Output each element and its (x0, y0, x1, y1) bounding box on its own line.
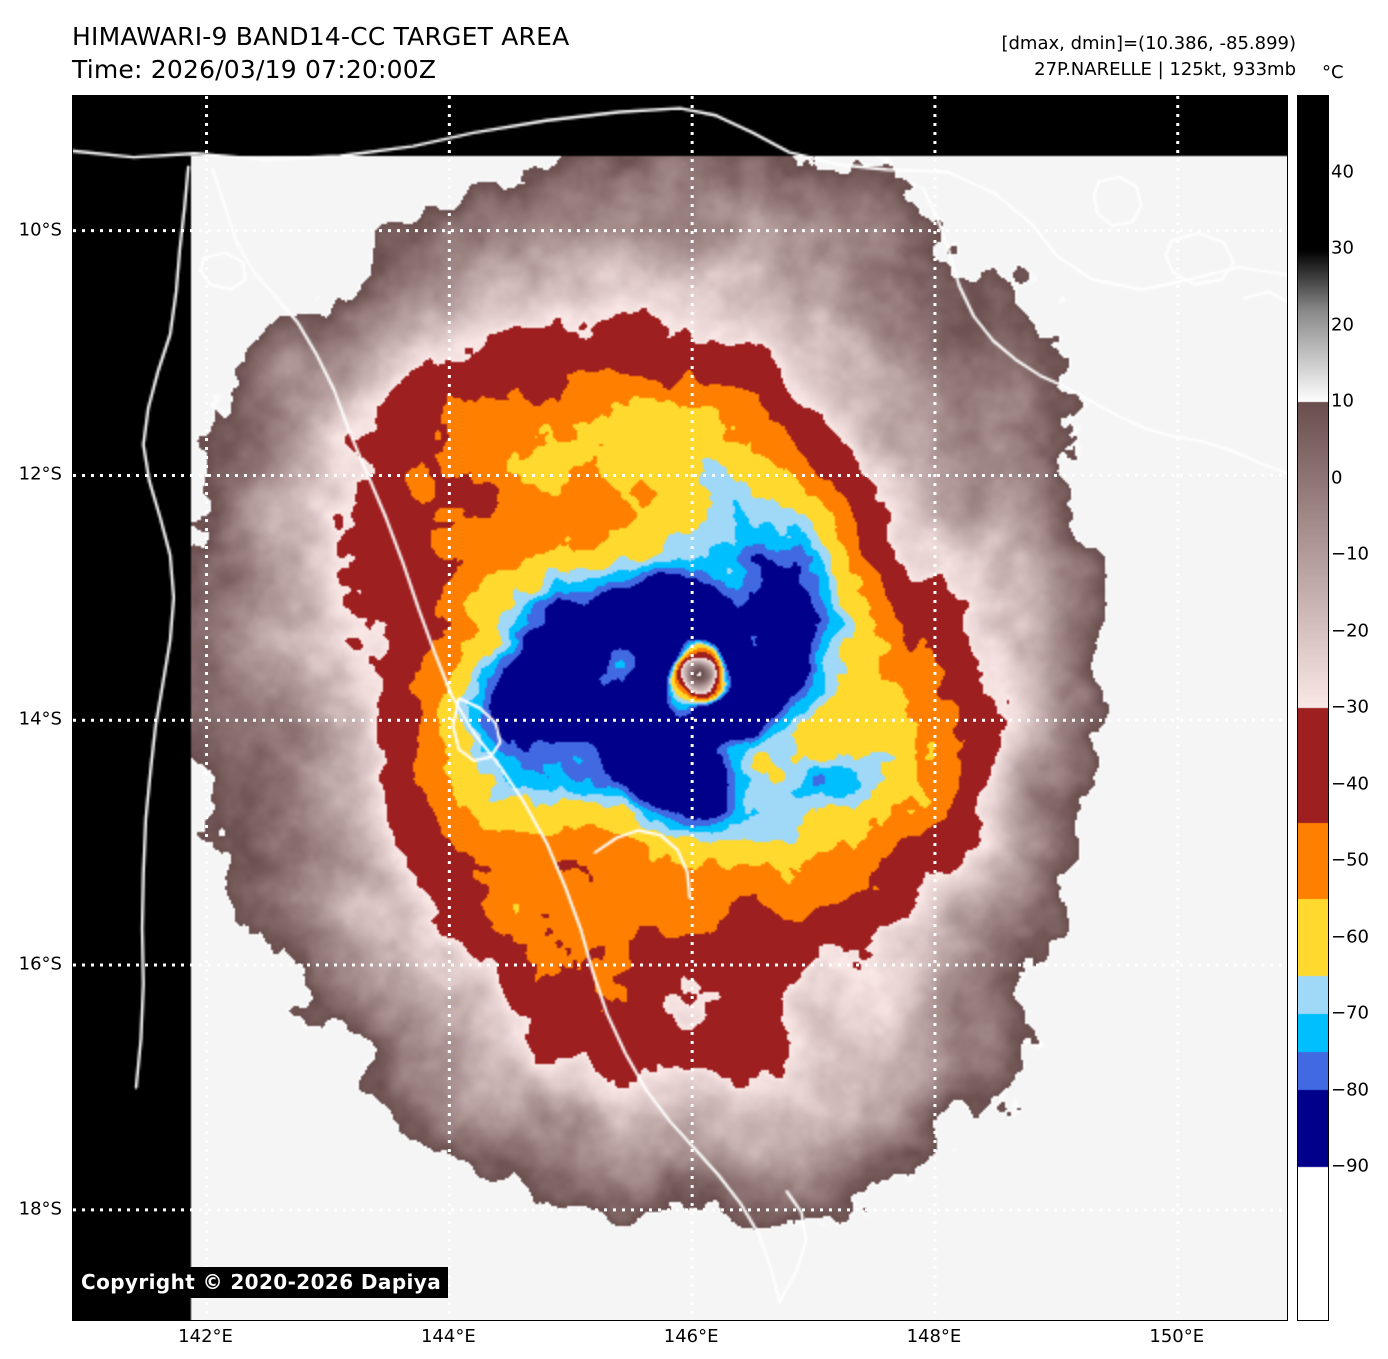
colorbar-tick-labels: 40 30 20 10 0 −10 −20 −30 −40 −50 −60 −70 −80 −90 (1331, 95, 1387, 1319)
colorbar-tick-0: 0 (1331, 467, 1343, 488)
y-axis-tick-18: 18°S (18, 1198, 62, 1220)
storm-info-label: 27P.NARELLE | 125kt, 933mb (1034, 59, 1296, 80)
colorbar-tick--90: −90 (1331, 1155, 1369, 1177)
copyright-notice: Copyright © 2020-2026 Dapiya (74, 1267, 449, 1298)
colorbar-tick--10: −10 (1331, 543, 1369, 565)
colorbar-tick--70: −70 (1331, 1002, 1369, 1024)
lat-lon-gridlines (73, 96, 1287, 1320)
colorbar-tick-20: 20 (1331, 314, 1354, 335)
colorbar-tick--60: −60 (1331, 926, 1369, 947)
colorbar-tick-40: 40 (1331, 161, 1354, 182)
y-axis-tick-labels: 10°S 12°S 14°S 16°S 18°S (0, 0, 62, 1359)
y-axis-tick-12: 12°S (18, 463, 62, 485)
header-title-block: HIMAWARI-9 BAND14-CC TARGET AREA Time: 2… (72, 20, 569, 86)
page-title: HIMAWARI-9 BAND14-CC TARGET AREA (72, 22, 570, 51)
colorbar-tick--50: −50 (1331, 849, 1369, 871)
colorbar-tick--40: −40 (1331, 773, 1369, 794)
satellite-image-plot[interactable]: Copyright © 2020-2026 Dapiya (72, 95, 1288, 1321)
satellite-imagery-canvas (73, 96, 1287, 1320)
colorbar-gradient (1298, 96, 1328, 1320)
header-meta-block: [dmax, dmin]=(10.386, -85.899) 27P.NAREL… (1001, 31, 1296, 83)
colorbar-tick-10: 10 (1331, 390, 1354, 412)
timestamp-label: Time: 2026/03/19 07:20:00Z (72, 55, 437, 84)
y-axis-tick-16: 16°S (18, 953, 62, 975)
x-axis-tick-150: 150°E (1149, 1326, 1205, 1347)
y-axis-tick-14: 14°S (18, 708, 62, 730)
x-axis-tick-142: 142°E (178, 1326, 233, 1347)
x-axis-tick-148: 148°E (906, 1326, 962, 1347)
x-axis-tick-144: 144°E (420, 1326, 476, 1347)
y-axis-tick-10: 10°S (18, 219, 62, 241)
colorbar-unit-label: °C (1322, 62, 1344, 83)
colorbar-tick-30: 30 (1331, 237, 1354, 259)
dmax-dmin-label: [dmax, dmin]=(10.386, -85.899) (1001, 33, 1296, 54)
colorbar-tick--30: −30 (1331, 696, 1369, 718)
colorbar-tick--80: −80 (1331, 1079, 1369, 1100)
colorbar-tick--20: −20 (1331, 620, 1369, 641)
temperature-colorbar[interactable] (1297, 95, 1329, 1321)
x-axis-tick-146: 146°E (663, 1326, 719, 1347)
